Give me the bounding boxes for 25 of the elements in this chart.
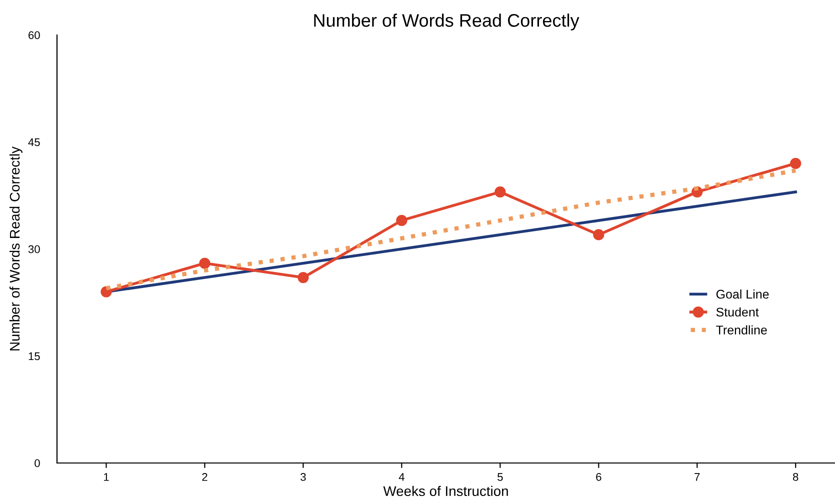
x-axis-title: Weeks of Instruction	[383, 486, 508, 496]
x-tick-label: 6	[596, 473, 602, 481]
y-tick-label: 45	[28, 138, 40, 146]
x-tick-label: 8	[793, 473, 798, 481]
point	[396, 214, 408, 226]
point	[790, 158, 802, 169]
x-tick-label: 3	[300, 473, 306, 481]
y-tick-label: 15	[28, 352, 40, 360]
x-tick-label: 7	[694, 473, 700, 481]
y-tick-label: 0	[34, 459, 40, 468]
legend-label: Goal Line	[716, 289, 769, 299]
x-tick-label: 1	[104, 473, 109, 481]
x-tick-label: 5	[498, 473, 503, 481]
y-axis-title: Number of Words Read Correctly	[9, 146, 22, 350]
y-tick-label: 60	[28, 31, 40, 40]
chart-title: Number of Words Read Correctly	[314, 14, 580, 30]
x-tick-label: 4	[398, 473, 404, 481]
point	[298, 272, 309, 284]
x-tick-label: 2	[202, 473, 208, 481]
legend-label: Trendline	[716, 325, 767, 334]
legend-label: Student	[716, 307, 759, 317]
point	[494, 186, 506, 198]
point	[199, 258, 210, 269]
y-tick-label: 30	[28, 245, 40, 254]
point	[593, 229, 604, 240]
